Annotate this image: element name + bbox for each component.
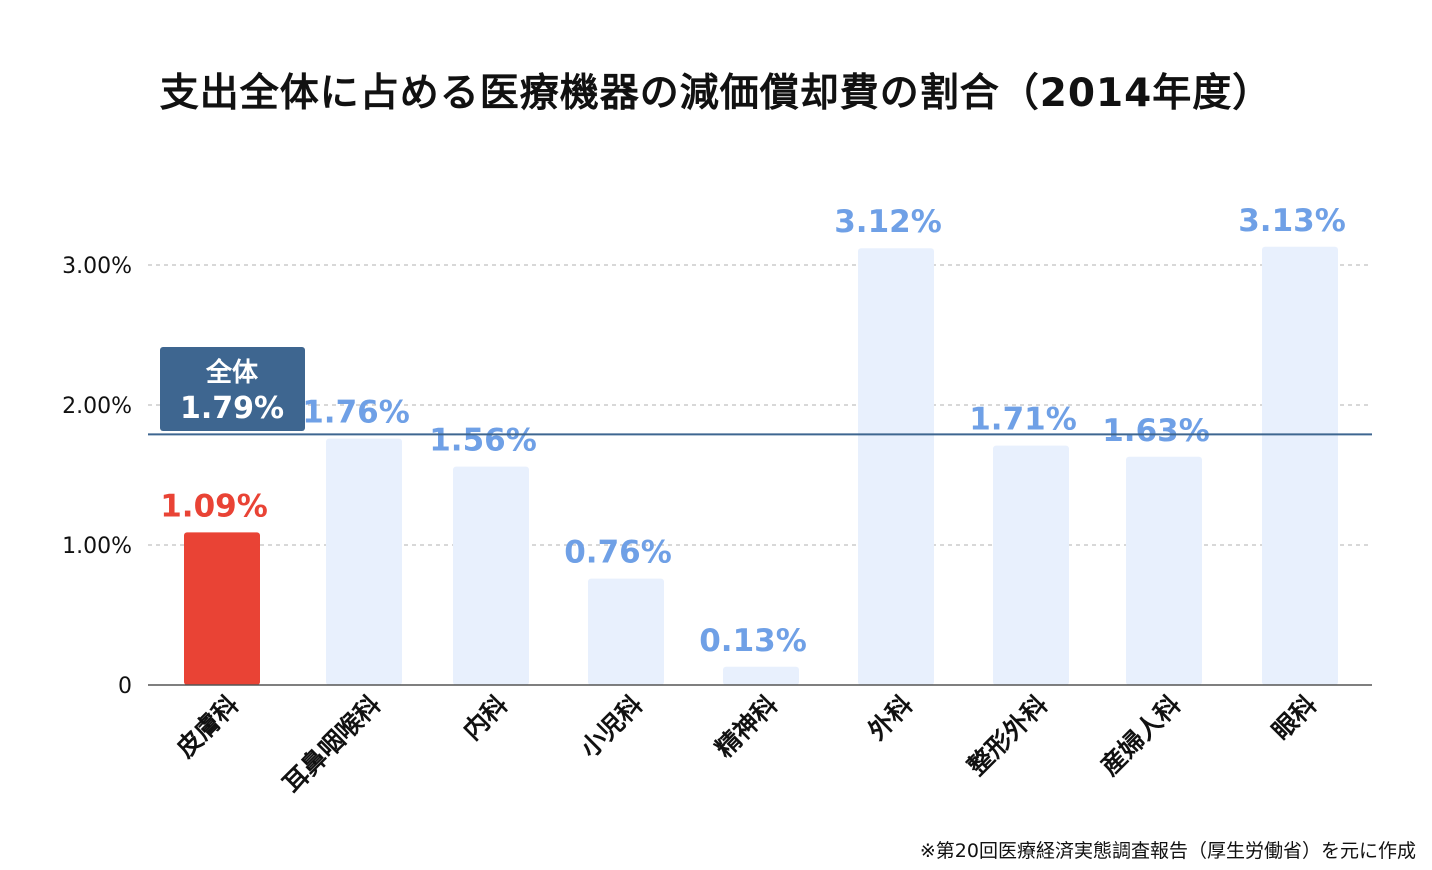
bar-4	[723, 666, 799, 685]
bar-7	[1126, 456, 1202, 685]
y-tick-label: 3.00%	[62, 254, 132, 279]
value-label-8: 3.13%	[1238, 203, 1346, 239]
y-tick-label: 2.00%	[62, 394, 132, 419]
value-label-7: 1.63%	[1102, 413, 1210, 449]
reference-label-box	[160, 347, 305, 431]
category-label-3: 小児科	[575, 690, 649, 764]
reference-label-value: 1.79%	[180, 391, 284, 426]
category-label-4: 精神科	[710, 690, 784, 764]
bar-0	[184, 532, 260, 685]
value-label-2: 1.56%	[429, 423, 537, 459]
bar-5	[858, 248, 934, 685]
value-labels: 1.09% 1.76% 1.56% 0.76% 0.13% 3.12% 1.71% 1.63%…	[160, 203, 1346, 659]
value-label-4: 0.13%	[699, 623, 807, 659]
category-label-0: 皮膚科	[171, 690, 245, 764]
bars	[184, 246, 1338, 686]
category-label-1: 耳鼻咽喉科	[277, 690, 386, 799]
x-axis-labels: 皮膚科 耳鼻咽喉科 内科 小児科 精神科 外科 整形外科 産婦人科 眼科	[171, 690, 1323, 799]
bar-8	[1262, 246, 1338, 686]
y-tick-label: 0	[118, 674, 132, 699]
y-axis-ticks: 0 1.00% 2.00% 3.00%	[62, 254, 132, 699]
value-label-1: 1.76%	[302, 395, 410, 431]
value-label-5: 3.12%	[834, 204, 942, 240]
reference-line-group: 全体1.79%	[148, 347, 1372, 436]
bar-6	[993, 445, 1069, 685]
bar-1	[326, 438, 402, 685]
source-note: ※第20回医療経済実態調査報告（厚生労働省）を元に作成	[919, 840, 1416, 862]
chart-title: 支出全体に占める医療機器の減価償却費の割合（2014年度）	[159, 71, 1273, 116]
y-tick-label: 1.00%	[62, 534, 132, 559]
category-label-6: 整形外科	[962, 690, 1053, 781]
category-label-7: 産婦人科	[1095, 690, 1186, 781]
bar-2	[453, 466, 529, 685]
category-label-2: 内科	[457, 690, 513, 746]
value-label-6: 1.71%	[969, 402, 1077, 438]
reference-label-title: 全体	[205, 357, 259, 388]
bar-3	[588, 578, 664, 685]
category-label-5: 外科	[862, 690, 918, 746]
value-label-0: 1.09%	[160, 488, 268, 524]
category-label-8: 眼科	[1266, 690, 1322, 746]
value-label-3: 0.76%	[564, 535, 672, 571]
